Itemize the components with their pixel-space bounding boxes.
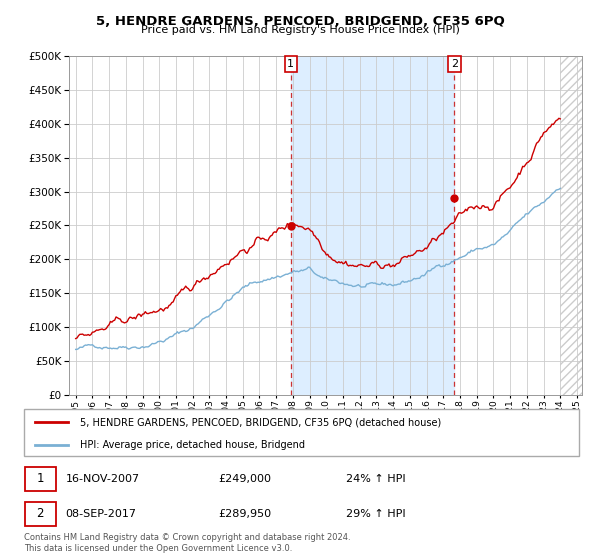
Text: 16-NOV-2007: 16-NOV-2007: [65, 474, 140, 484]
Text: 1: 1: [287, 59, 295, 69]
Text: Contains HM Land Registry data © Crown copyright and database right 2024.
This d: Contains HM Land Registry data © Crown c…: [24, 533, 350, 553]
Text: 2: 2: [37, 507, 44, 520]
Text: HPI: Average price, detached house, Bridgend: HPI: Average price, detached house, Brid…: [79, 440, 305, 450]
Text: 5, HENDRE GARDENS, PENCOED, BRIDGEND, CF35 6PQ: 5, HENDRE GARDENS, PENCOED, BRIDGEND, CF…: [95, 15, 505, 27]
Text: Price paid vs. HM Land Registry's House Price Index (HPI): Price paid vs. HM Land Registry's House …: [140, 25, 460, 35]
Bar: [25, 502, 56, 526]
Text: 24% ↑ HPI: 24% ↑ HPI: [346, 474, 406, 484]
Text: 5, HENDRE GARDENS, PENCOED, BRIDGEND, CF35 6PQ (detached house): 5, HENDRE GARDENS, PENCOED, BRIDGEND, CF…: [79, 417, 441, 427]
Bar: [291, 56, 454, 395]
Bar: [25, 466, 56, 491]
Text: £249,000: £249,000: [218, 474, 271, 484]
Text: 29% ↑ HPI: 29% ↑ HPI: [346, 509, 406, 519]
Bar: [560, 56, 582, 395]
Text: 2: 2: [451, 59, 458, 69]
Text: £289,950: £289,950: [218, 509, 271, 519]
Text: 1: 1: [37, 472, 44, 486]
Text: 08-SEP-2017: 08-SEP-2017: [65, 509, 137, 519]
